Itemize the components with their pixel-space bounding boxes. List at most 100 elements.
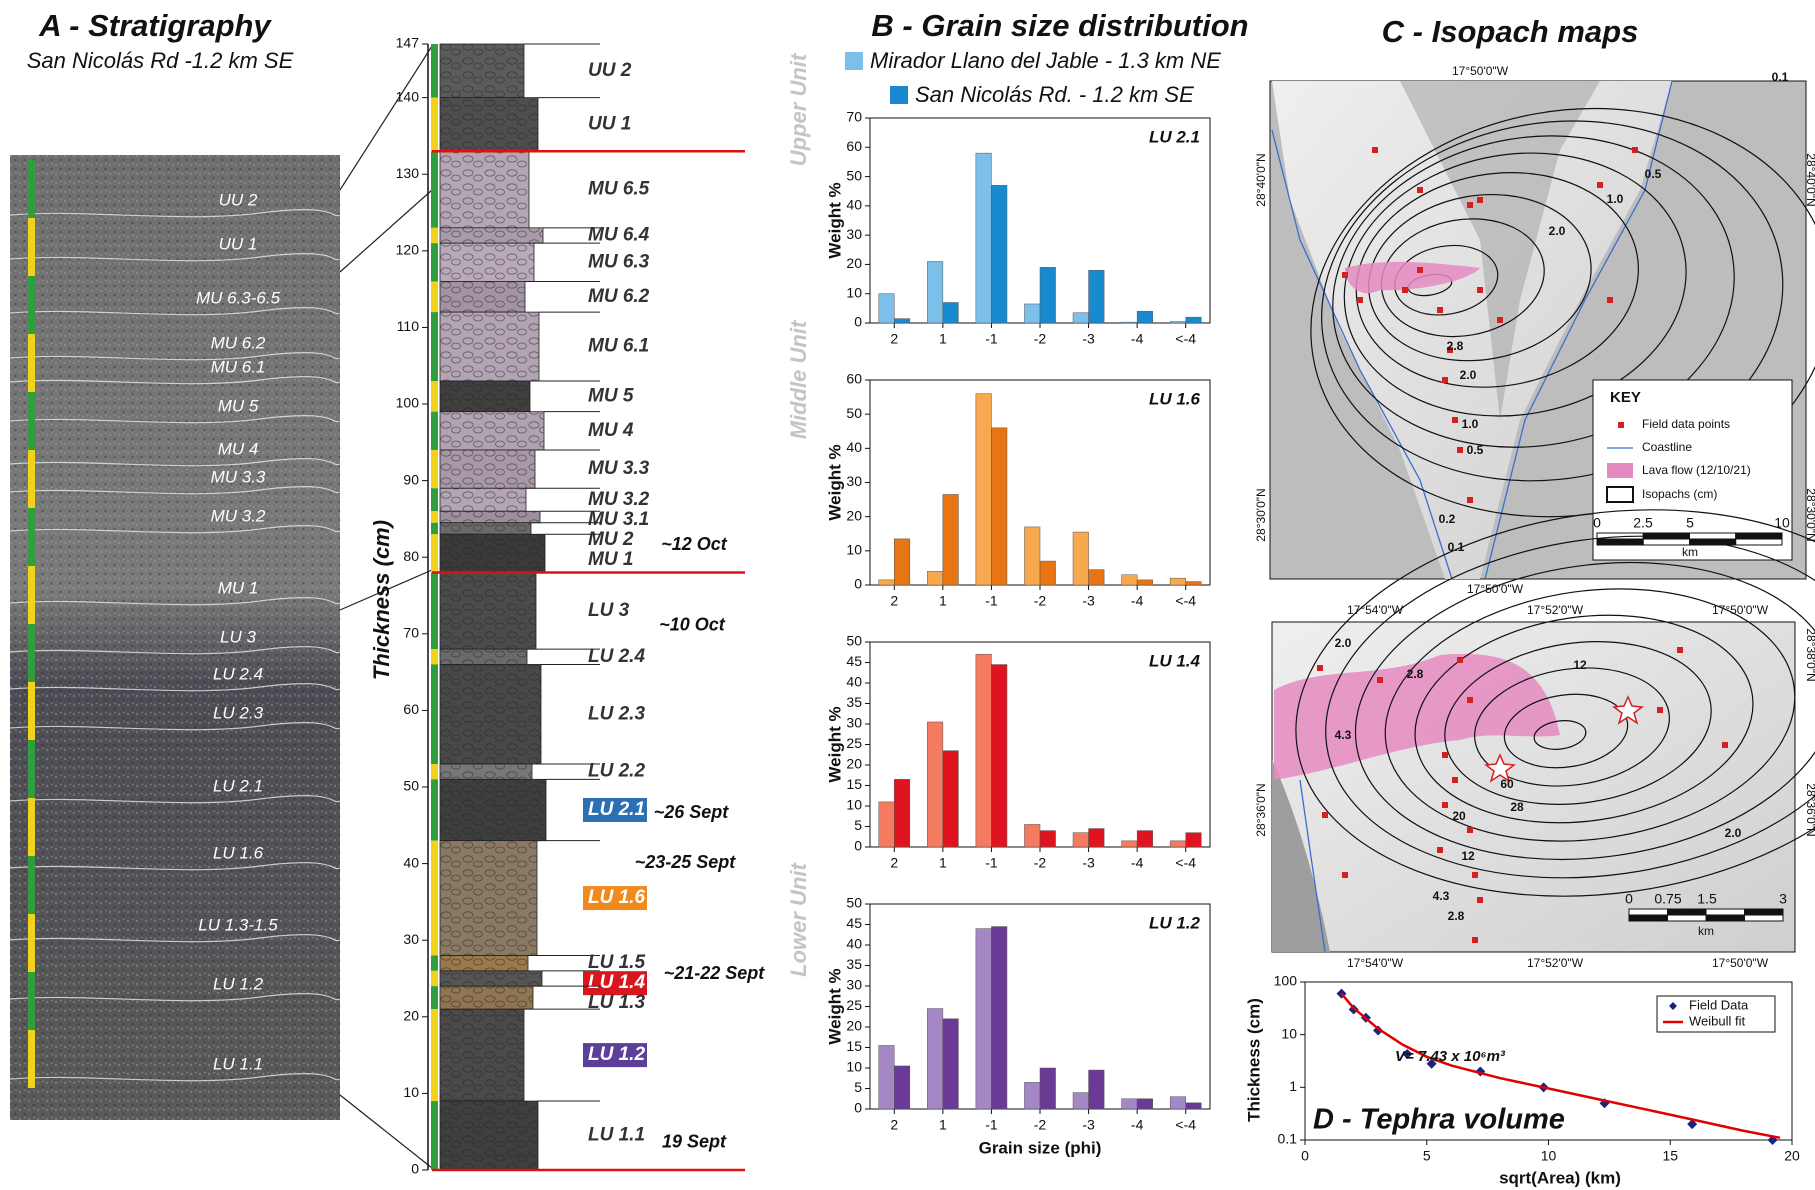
unit-group: Upper Unit [786,52,811,166]
isopach-label: 2.0 [1725,826,1742,840]
scale-label: 10 [1774,515,1790,531]
y-tick-label: 30 [846,715,862,731]
layer-texture [440,664,541,765]
y-tick-label: 10 [846,1059,862,1075]
column-strip [431,779,438,841]
photo-label: UU 2 [219,190,258,209]
y-tick-label: 100 [396,395,420,411]
isopach-label: 2.0 [1549,224,1566,238]
isopach [1325,535,1815,879]
unit-label: LU 2.3 [588,703,645,724]
bar [894,1065,911,1110]
bar [927,721,944,848]
y-tick-label: 40 [846,197,862,213]
unit-label: LU 1.5 [588,952,645,973]
y-tick-label: 35 [846,956,862,972]
field-point [1452,417,1458,423]
y-tick-label: 20 [846,255,862,271]
y-tick-label: 5 [854,817,862,833]
bar [1088,1069,1105,1110]
unit-label: MU 6.1 [588,336,649,357]
date-label: 19 Sept [662,1132,727,1152]
column-strip [431,151,438,228]
bar [942,1018,959,1110]
column-strip [431,986,438,1010]
x-tick-label: 2 [890,855,898,871]
chart-title: LU 1.4 [1149,651,1201,670]
x-tick-label: 2 [890,331,898,347]
column-strip [431,955,438,971]
layer-texture [440,840,537,956]
field-point [1657,707,1663,713]
scale-bar [1689,532,1737,540]
y-axis-label: Weight % [825,706,844,782]
star [1484,753,1516,783]
bar [1024,303,1041,324]
layer-texture [440,522,531,535]
bar [1088,270,1105,324]
field-point [1442,377,1448,383]
bar [1169,1096,1186,1110]
layer-texture [440,534,545,573]
layer-contact [9,862,341,871]
unit-label: MU 2 [588,529,634,550]
island-relief [1272,81,1672,579]
column-strip [431,522,438,535]
x-tick-label: -1 [985,855,998,871]
connector [339,1094,433,1169]
layer-contact [9,307,341,316]
scale-bar [1744,914,1784,922]
scale-label: 0.75 [1654,891,1681,907]
chart-title: D - Tephra volume [1313,1104,1565,1136]
field-point [1477,287,1483,293]
field-point [1472,937,1478,943]
x-axis-label: Grain size (phi) [979,1138,1102,1157]
scale-label: 0 [1625,891,1633,907]
photo-strip [28,566,35,624]
column-strip [431,97,438,152]
star [1612,695,1644,725]
unit-highlight [583,886,647,911]
layer-contact [9,253,341,262]
field-point [1342,872,1348,878]
photo-label: LU 1.6 [213,843,264,862]
x-tick-label: 10 [1541,1148,1557,1164]
isopach [1321,120,1784,482]
field-point [1452,777,1458,783]
photo-strip [28,624,35,682]
y-tick-label: 20 [846,1018,862,1034]
bar [894,538,911,586]
layer-texture [440,955,528,971]
unit-label: MU 6.5 [588,179,650,200]
unit-label: LU 2.1 [588,799,645,820]
column-strip [431,970,438,987]
isopach-label: 2.8 [1407,667,1424,681]
isopach-label: 0.5 [1645,167,1662,181]
decoration [10,45,433,1169]
y-tick-label: 120 [396,242,420,258]
y-tick-label: 30 [846,226,862,242]
field-point [1467,697,1473,703]
bar [1121,1098,1138,1110]
fit-line [1340,992,1781,1140]
scale-label: 0 [1593,515,1601,531]
x-tick-label: 2 [890,593,898,609]
legend-entry: San Nicolás Rd. - 1.2 km SE [915,82,1194,107]
y-tick-label: 10 [846,797,862,813]
bar [927,1008,944,1110]
lava-flow [1345,261,1480,294]
layer-contact [9,486,341,495]
layer-texture [440,44,524,98]
x-tick-label: 1 [939,331,947,347]
y-tick-label: 0 [854,838,862,854]
field-point [1722,742,1728,748]
bar [878,801,895,848]
unit-group: Lower Unit [786,861,811,976]
y-tick-label: 147 [396,35,420,51]
y-tick-label: 35 [846,694,862,710]
bar [1024,824,1041,848]
isopach [1384,588,1796,842]
x-tick-label: 1 [939,1117,947,1133]
bar [1024,1082,1041,1110]
x-tick-label: -1 [985,331,998,347]
